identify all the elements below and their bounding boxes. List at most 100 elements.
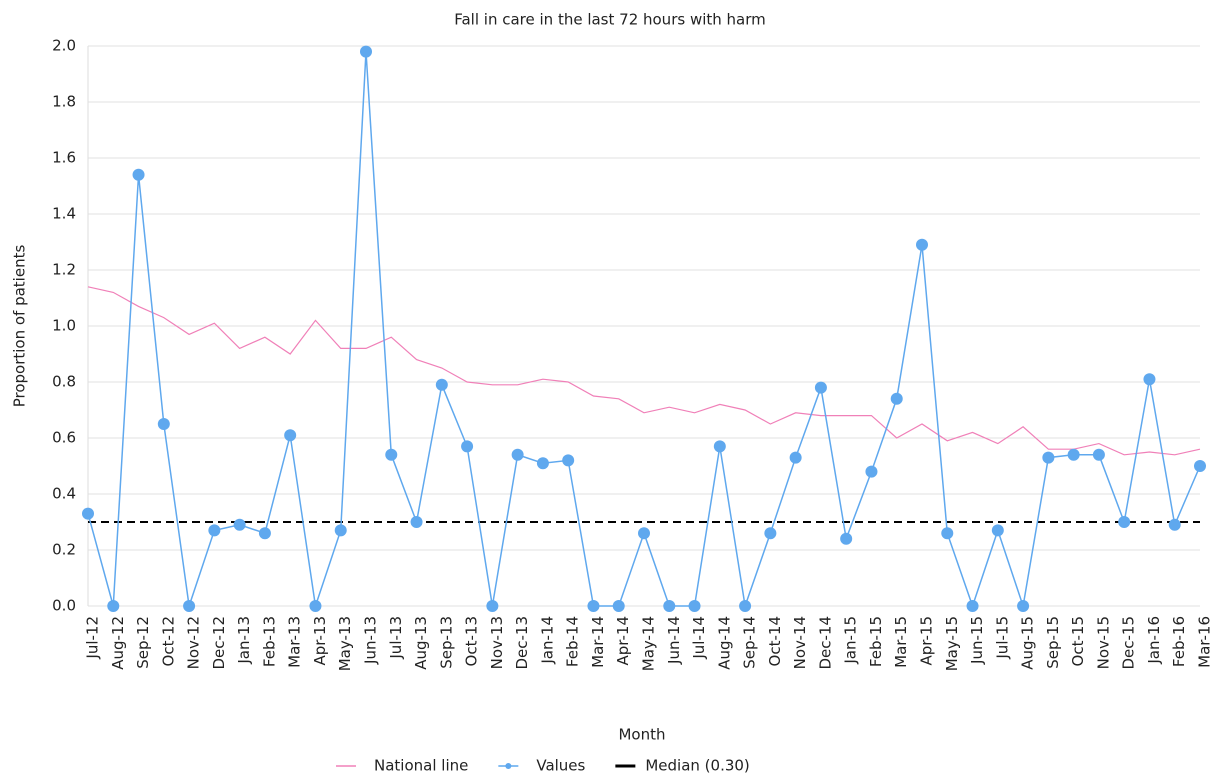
x-tick-label: May-15	[943, 616, 961, 671]
x-tick-label: Jan-13	[235, 616, 253, 665]
y-tick-label: 1.0	[52, 317, 76, 335]
x-tick-label: Apr-15	[918, 616, 936, 666]
data-point	[183, 600, 196, 612]
x-tick-label: Mar-16	[1196, 616, 1214, 668]
data-point	[435, 378, 448, 391]
data-point	[233, 518, 246, 531]
y-tick-label: 1.6	[52, 149, 76, 167]
data-point	[638, 527, 650, 540]
data-point	[284, 429, 297, 442]
x-tick-label: Feb-14	[564, 616, 582, 667]
data-point	[385, 448, 398, 461]
data-point	[1118, 516, 1131, 528]
x-tick-label: Aug-12	[109, 616, 127, 670]
data-point	[739, 600, 752, 612]
x-tick-label: Nov-15	[1094, 616, 1112, 669]
y-axis-label: Proportion of patients	[11, 245, 29, 408]
data-point	[107, 600, 120, 612]
data-point	[1017, 600, 1030, 612]
data-point	[941, 527, 954, 540]
x-tick-label: Dec-13	[513, 616, 531, 670]
data-point	[991, 524, 1004, 537]
y-tick-label: 0.4	[52, 485, 76, 503]
data-point	[1143, 373, 1156, 386]
x-tick-label: Feb-16	[1170, 616, 1188, 667]
x-tick-label: Dec-14	[816, 616, 834, 670]
data-point	[966, 600, 979, 612]
x-tick-label: Sep-12	[134, 616, 152, 669]
data-point	[587, 600, 600, 612]
data-point	[536, 457, 549, 470]
y-tick-label: 1.2	[52, 261, 76, 279]
series-line	[87, 286, 1201, 456]
y-tick-label: 0.8	[52, 373, 76, 391]
data-point	[157, 418, 170, 430]
data-point	[890, 392, 903, 405]
data-point	[1042, 451, 1055, 464]
x-tick-label: Aug-13	[412, 616, 430, 670]
x-tick-label: Jul-13	[387, 616, 405, 660]
x-tick-label: Apr-13	[311, 616, 329, 666]
y-tick-label: 0.2	[52, 541, 76, 559]
x-tick-label: Jan-14	[538, 616, 556, 665]
data-point	[334, 524, 347, 537]
data-point	[713, 440, 726, 453]
x-tick-label: Oct-15	[1069, 616, 1087, 666]
data-point	[663, 600, 676, 612]
x-tick-label: Oct-14	[766, 616, 784, 666]
data-point	[612, 600, 625, 612]
data-point	[132, 168, 145, 181]
data-point	[814, 381, 827, 394]
data-point	[1194, 460, 1206, 472]
x-tick-label: Sep-13	[437, 616, 455, 669]
y-tick-label: 0.0	[52, 597, 76, 615]
legend-label: Values	[536, 757, 585, 775]
x-tick-label: Jan-15	[842, 616, 860, 665]
legend-marker	[505, 763, 512, 769]
data-point	[461, 440, 474, 453]
x-tick-label: Dec-15	[1120, 616, 1138, 670]
data-point	[486, 600, 499, 612]
x-tick-label: Sep-15	[1044, 616, 1062, 669]
x-tick-label: Jan-16	[1145, 616, 1163, 665]
x-tick-label: Jun-15	[968, 616, 986, 665]
x-tick-label: Jun-14	[665, 616, 683, 665]
data-point	[865, 465, 878, 478]
y-tick-label: 2.0	[52, 37, 76, 55]
x-tick-label: Mar-13	[286, 616, 304, 668]
x-tick-label: Sep-14	[741, 616, 759, 669]
y-tick-label: 1.8	[52, 93, 76, 111]
x-tick-label: Jul-15	[993, 616, 1011, 660]
x-tick-label: Jul-12	[84, 616, 102, 660]
x-tick-label: Jul-14	[690, 616, 708, 660]
x-tick-label: May-13	[336, 616, 354, 671]
chart-title: Fall in care in the last 72 hours with h…	[454, 11, 766, 29]
x-tick-label: Oct-12	[159, 616, 177, 666]
data-point	[360, 45, 372, 58]
data-point	[562, 454, 575, 467]
legend-label: Median (0.30)	[645, 757, 749, 775]
data-point	[1092, 448, 1105, 461]
data-point	[916, 238, 928, 251]
data-point	[1168, 518, 1181, 531]
x-tick-label: May-14	[640, 616, 658, 671]
x-tick-label: Feb-15	[867, 616, 885, 667]
y-tick-label: 0.6	[52, 429, 76, 447]
data-point	[410, 516, 423, 528]
data-point	[309, 600, 322, 612]
x-tick-label: Jun-13	[362, 616, 380, 665]
legend-label: National line	[374, 757, 468, 775]
data-point	[208, 524, 221, 537]
data-point	[82, 507, 94, 520]
x-tick-label: Oct-13	[463, 616, 481, 666]
x-tick-label: Mar-15	[892, 616, 910, 668]
data-point	[258, 527, 271, 540]
x-tick-label: Mar-14	[589, 616, 607, 668]
data-point	[789, 451, 802, 464]
data-point	[511, 448, 524, 461]
data-point	[764, 527, 777, 540]
x-tick-label: Feb-13	[260, 616, 278, 667]
x-tick-label: Aug-15	[1019, 616, 1037, 670]
x-tick-label: Aug-14	[715, 616, 733, 670]
